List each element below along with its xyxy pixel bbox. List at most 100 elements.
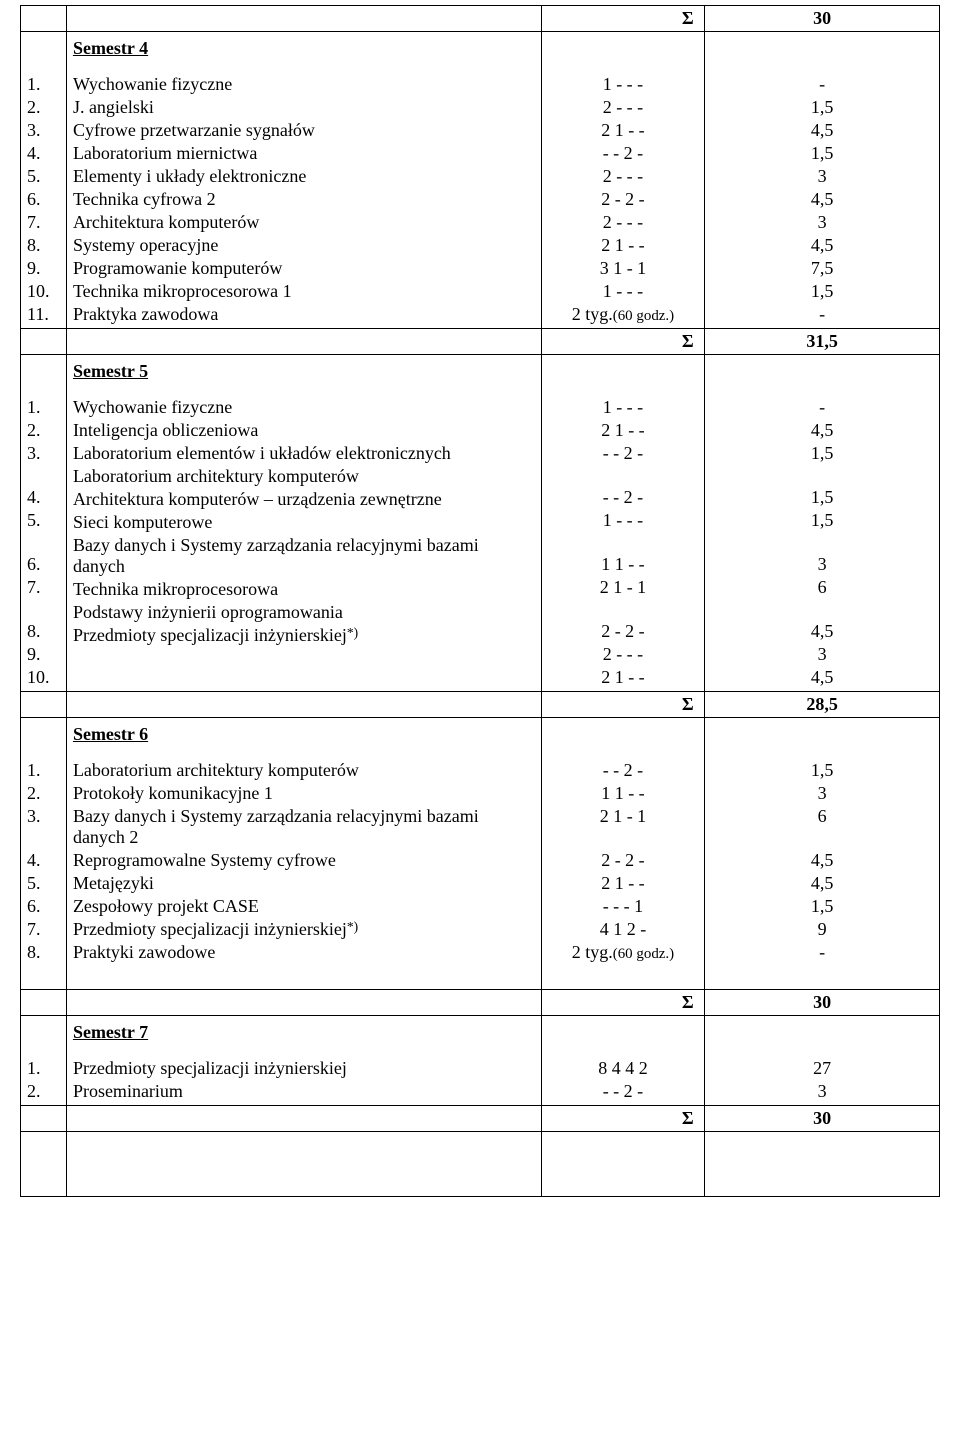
ects-cell: 4,5: [711, 234, 933, 257]
row-number: 2.: [27, 782, 60, 805]
sigma-total: 28,5: [806, 694, 838, 714]
sigma-symbol: Σ: [682, 992, 698, 1012]
hours-cell: 1 1 - -: [548, 553, 698, 576]
course-name: Wychowanie fizyczne: [73, 396, 535, 419]
hours-note: (60 godz.): [613, 946, 674, 962]
ects-cell: -: [711, 73, 933, 96]
course-name: Praktyki zawodowe: [73, 941, 535, 964]
hours-cell: 2 1 - -: [548, 666, 698, 689]
ects-cell: 3: [711, 643, 933, 666]
ects-cell: 4,5: [711, 119, 933, 142]
course-name: Bazy danych i Systemy zarządzania relacy…: [73, 534, 535, 578]
hours-value: 2 - 2 -: [601, 189, 645, 209]
sigma-total: 30: [813, 1108, 831, 1128]
hours-value: 1 1 - -: [601, 783, 645, 803]
semester-title: Semestr 7: [73, 1022, 148, 1042]
course-name: J. angielski: [73, 96, 535, 119]
hours-value: 2 1 - -: [601, 873, 645, 893]
course-name: Laboratorium elementów i układów elektro…: [73, 442, 535, 465]
hours-cell: - - 2 -: [548, 1080, 698, 1103]
ects-cell: 1,5: [711, 442, 933, 486]
hours-cell: 1 - - -: [548, 280, 698, 303]
row-number: 6.: [27, 895, 60, 918]
course-name: Technika cyfrowa 2: [73, 188, 535, 211]
row-number: 5.: [27, 165, 60, 188]
ects-cell: 6: [711, 576, 933, 620]
hours-cell: 2 1 - -: [548, 119, 698, 142]
hours-value: 2 - 2 -: [601, 850, 645, 870]
sigma-symbol: Σ: [682, 694, 698, 714]
hours-cell: 3 1 - 1: [548, 257, 698, 280]
course-name: Laboratorium miernictwa: [73, 142, 535, 165]
row-number: 11.: [27, 303, 60, 326]
hours-cell: 2 - 2 -: [548, 849, 698, 872]
row-number: 6.: [27, 188, 60, 211]
row-number: 5.: [27, 872, 60, 895]
row-number: 1.: [27, 1057, 60, 1080]
hours-value: 8 4 4 2: [598, 1058, 648, 1078]
course-name: Protokoły komunikacyjne 1: [73, 782, 535, 805]
hours-value: 2 1 - -: [601, 667, 645, 687]
hours-value: 1 - - -: [603, 281, 643, 301]
row-number: 1.: [27, 73, 60, 96]
hours-cell: 4 1 2 -: [548, 918, 698, 941]
ects-cell: 9: [711, 918, 933, 941]
ects-cell: 1,5: [711, 96, 933, 119]
hours-value: 2 1 - 1: [600, 806, 647, 826]
hours-cell: - - 2 -: [548, 442, 698, 486]
ects-cell: 3: [711, 211, 933, 234]
hours-cell: 2 - 2 -: [548, 188, 698, 211]
row-number: 7.: [27, 918, 60, 941]
hours-cell: 2 - - -: [548, 211, 698, 234]
hours-cell: 2 1 - 1: [548, 576, 698, 620]
course-name: Programowanie komputerów: [73, 257, 535, 280]
hours-cell: 1 - - -: [548, 396, 698, 419]
hours-cell: 2 - 2 -: [548, 620, 698, 643]
row-number: 5.: [27, 509, 60, 553]
hours-value: 2 tyg.: [572, 304, 613, 324]
row-number: 1.: [27, 396, 60, 419]
row-number: 7.: [27, 211, 60, 234]
course-name: Technika mikroprocesorowa 1: [73, 280, 535, 303]
hours-note: (60 godz.): [613, 308, 674, 324]
footnote-marker: *): [347, 919, 358, 935]
hours-value: 2 - - -: [603, 644, 643, 664]
hours-cell: 2 1 - -: [548, 872, 698, 895]
ects-cell: 4,5: [711, 620, 933, 643]
course-name: Technika mikroprocesorowa: [73, 578, 535, 601]
row-number: 8.: [27, 234, 60, 257]
sigma-total: 31,5: [806, 331, 838, 351]
hours-value: 1 - - -: [603, 397, 643, 417]
hours-cell: 1 - - -: [548, 73, 698, 96]
row-number: 9.: [27, 257, 60, 280]
hours-value: 1 - - -: [603, 510, 643, 530]
ects-cell: -: [711, 941, 933, 964]
hours-value: - - 2 -: [603, 143, 643, 163]
row-number: 4.: [27, 486, 60, 509]
ects-cell: -: [711, 396, 933, 419]
row-number: 10.: [27, 280, 60, 303]
row-number: 7.: [27, 576, 60, 620]
ects-cell: 1,5: [711, 280, 933, 303]
ects-cell: 1,5: [711, 509, 933, 553]
hours-cell: 2 1 - -: [548, 234, 698, 257]
row-number: 3.: [27, 119, 60, 142]
hours-value: 2 1 - -: [601, 420, 645, 440]
sigma-symbol: Σ: [682, 8, 698, 28]
course-name: Przedmioty specjalizacji inżynierskiej *…: [73, 918, 535, 941]
ects-cell: 6: [711, 805, 933, 849]
hours-cell: 1 1 - -: [548, 782, 698, 805]
hours-value: - - 2 -: [603, 1081, 643, 1101]
hours-value: - - 2 -: [603, 760, 643, 780]
row-number: 3.: [27, 442, 60, 486]
sigma-total: 30: [813, 992, 831, 1012]
hours-cell: 2 - - -: [548, 643, 698, 666]
hours-cell: 1 - - -: [548, 509, 698, 553]
hours-cell: 2 tyg.(60 godz.): [548, 941, 698, 964]
course-name: Elementy i układy elektroniczne: [73, 165, 535, 188]
ects-cell: 4,5: [711, 849, 933, 872]
hours-cell: - - 2 -: [548, 486, 698, 509]
hours-value: 2 tyg.: [572, 942, 613, 962]
hours-cell: 2 1 - 1: [548, 805, 698, 849]
hours-cell: 2 1 - -: [548, 419, 698, 442]
